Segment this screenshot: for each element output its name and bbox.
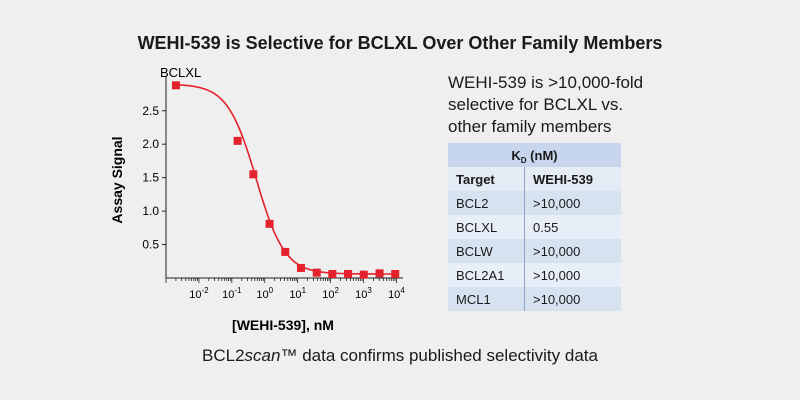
- callout-line: WEHI-539 is >10,000-fold: [448, 73, 644, 92]
- kd-value-cell: >10,000: [524, 239, 621, 263]
- x-tick-label: 10-1: [222, 286, 242, 301]
- x-tick-label: 101: [289, 286, 306, 301]
- y-tick-label: 1.0: [142, 204, 159, 218]
- dose-response-chart: 0.5 1.0 1.5 2.0 2.5 10-2 10-1 100 101 102 103 104 B…: [109, 65, 405, 333]
- data-point: [249, 170, 258, 179]
- kd-table-header: KD (nM): [448, 143, 621, 167]
- data-point: [328, 269, 337, 278]
- data-point: [296, 263, 305, 272]
- column-header-target: Target: [448, 167, 525, 191]
- data-point: [375, 269, 384, 278]
- table-row: BCL2A1 >10,000: [448, 263, 621, 287]
- target-cell: MCL1: [448, 287, 525, 311]
- target-cell: BCL2: [448, 191, 525, 215]
- kd-value-cell: >10,000: [524, 287, 621, 311]
- fit-curve: [175, 83, 396, 275]
- data-point: [281, 247, 290, 256]
- ticks: 0.5 1.0 1.5 2.0 2.5 10-2 10-1 100 101 102 103 104: [142, 104, 405, 301]
- y-tick-label: 2.0: [142, 137, 159, 151]
- y-axis-label: Assay Signal: [109, 136, 125, 223]
- table-row: BCLXL 0.55: [448, 215, 621, 239]
- data-point: [265, 219, 274, 228]
- footer-caption: BCL2scan™ data confirms published select…: [202, 346, 598, 365]
- target-cell: BCLXL: [448, 215, 525, 239]
- table-row: MCL1 >10,000: [448, 287, 621, 311]
- x-tick-label: 102: [322, 286, 339, 301]
- data-point: [344, 269, 353, 278]
- kd-table-column-headers: Target WEHI-539: [448, 167, 621, 191]
- kd-table: KD (nM) Target WEHI-539 BCL2 >10,000 BCL…: [448, 143, 621, 311]
- table-row: BCLW >10,000: [448, 239, 621, 263]
- y-tick-label: 0.5: [142, 238, 159, 252]
- data-points: [171, 81, 400, 279]
- x-tick-label: 10-2: [189, 286, 209, 301]
- y-tick-label: 1.5: [142, 171, 159, 185]
- y-tick-label: 2.5: [142, 104, 159, 118]
- data-point: [312, 268, 321, 277]
- x-tick-label: 100: [256, 286, 273, 301]
- x-axis-label: [WEHI-539], nM: [232, 317, 334, 333]
- x-tick-label: 103: [355, 286, 372, 301]
- data-point: [391, 269, 400, 278]
- kd-value-cell: 0.55: [524, 215, 621, 239]
- data-point: [233, 136, 242, 145]
- table-row: BCL2 >10,000: [448, 191, 621, 215]
- target-cell: BCLW: [448, 239, 525, 263]
- callout-line: selective for BCLXL vs.: [448, 95, 624, 114]
- data-point: [359, 270, 368, 279]
- chart-title: WEHI-539 is Selective for BCLXL Over Oth…: [137, 33, 663, 53]
- callout-line: other family members: [448, 117, 612, 136]
- kd-value-cell: >10,000: [524, 263, 621, 287]
- kd-value-cell: >10,000: [524, 191, 621, 215]
- column-header-compound: WEHI-539: [524, 167, 621, 191]
- x-tick-label: 104: [388, 286, 405, 301]
- selectivity-callout: WEHI-539 is >10,000-fold selective for B…: [448, 72, 668, 138]
- data-point: [171, 81, 180, 90]
- series-label: BCLXL: [160, 65, 201, 80]
- axes: [165, 76, 403, 279]
- target-cell: BCL2A1: [448, 263, 525, 287]
